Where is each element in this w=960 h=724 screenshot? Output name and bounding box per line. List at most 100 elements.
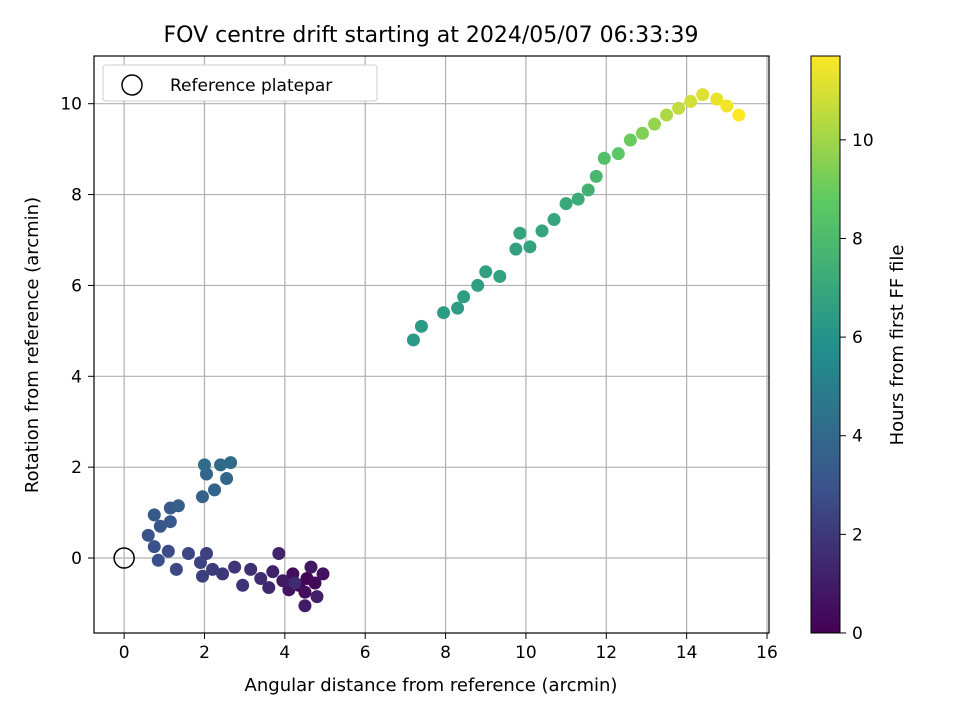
data-point — [171, 499, 185, 513]
data-point — [244, 562, 258, 576]
x-axis-ticks: 0 2 4 6 8 10 12 14 16 — [119, 633, 778, 663]
data-point — [214, 458, 228, 472]
data-point — [266, 565, 280, 579]
colorbar-ticks: 0 2 4 6 8 10 — [840, 131, 874, 644]
data-point — [228, 560, 242, 574]
x-tick-label: 4 — [279, 643, 290, 663]
data-point — [316, 567, 330, 581]
data-point — [635, 126, 649, 140]
colorbar-tick-label: 0 — [852, 624, 863, 644]
colorbar — [810, 55, 841, 634]
data-point — [684, 94, 698, 108]
legend-label: Reference platepar — [170, 76, 332, 96]
data-point — [216, 567, 230, 581]
data-point — [163, 515, 177, 529]
x-tick-label: 8 — [440, 643, 451, 663]
data-point — [236, 578, 250, 592]
y-tick-label: 10 — [60, 95, 82, 115]
data-point — [597, 151, 611, 165]
data-point — [451, 301, 465, 315]
legend-box — [102, 64, 378, 102]
legend-marker-icon — [121, 74, 143, 96]
data-point — [298, 599, 312, 613]
data-point — [732, 108, 746, 122]
data-point — [181, 546, 195, 560]
data-point — [208, 483, 222, 497]
data-point — [288, 576, 302, 590]
data-point — [720, 99, 734, 113]
data-point — [547, 213, 561, 227]
y-axis-ticks: 0 2 4 6 8 10 — [60, 95, 94, 569]
data-point — [493, 269, 507, 283]
data-point — [197, 458, 211, 472]
y-tick-label: 0 — [71, 549, 82, 569]
data-point — [151, 553, 165, 567]
y-tick-label: 2 — [71, 458, 82, 478]
colorbar-tick-label: 10 — [852, 131, 874, 151]
data-point — [272, 546, 286, 560]
data-point — [276, 574, 290, 588]
x-tick-label: 10 — [515, 643, 537, 663]
colorbar-tick-label: 8 — [852, 229, 863, 249]
data-point — [262, 581, 276, 595]
data-point — [147, 508, 161, 522]
grid — [94, 56, 769, 633]
data-point — [193, 556, 207, 570]
data-point — [571, 192, 585, 206]
colorbar-tick-label: 2 — [852, 525, 863, 545]
reference-platepar-marker — [113, 547, 135, 569]
x-tick-label: 16 — [756, 643, 778, 663]
data-point — [153, 519, 167, 533]
plot-frame — [93, 55, 770, 634]
legend: Reference platepar — [102, 64, 378, 102]
x-tick-label: 14 — [676, 643, 698, 663]
y-tick-label: 8 — [71, 186, 82, 206]
data-point — [406, 333, 420, 347]
data-point — [559, 197, 573, 211]
chart-title: FOV centre drift starting at 2024/05/07 … — [164, 23, 699, 48]
data-point — [509, 242, 523, 256]
data-point — [304, 560, 318, 574]
data-point — [437, 306, 451, 320]
data-point — [523, 240, 537, 254]
x-tick-label: 6 — [360, 643, 371, 663]
x-tick-label: 12 — [595, 643, 617, 663]
y-tick-label: 4 — [71, 367, 82, 387]
data-point — [414, 319, 428, 333]
data-point — [147, 540, 161, 554]
data-point — [169, 562, 183, 576]
colorbar-label: Hours from first FF file — [887, 245, 908, 446]
data-point — [696, 88, 710, 102]
data-point — [479, 265, 493, 279]
data-point — [220, 472, 234, 486]
data-point — [581, 183, 595, 197]
data-point — [611, 147, 625, 161]
data-point — [623, 133, 637, 147]
data-point — [195, 569, 209, 583]
data-point — [589, 169, 603, 183]
data-point — [535, 224, 549, 238]
data-point — [161, 544, 175, 558]
x-tick-label: 2 — [199, 643, 210, 663]
data-point — [298, 585, 312, 599]
x-axis-label: Angular distance from reference (arcmin) — [245, 675, 618, 696]
data-point — [195, 490, 209, 504]
data-point — [141, 528, 155, 542]
data-point — [310, 590, 324, 604]
data-point — [206, 562, 220, 576]
x-tick-label: 0 — [119, 643, 130, 663]
data-points — [141, 88, 746, 613]
data-point — [647, 117, 661, 131]
data-point — [224, 456, 238, 470]
data-point — [513, 226, 527, 240]
data-point — [471, 278, 485, 292]
data-point — [254, 571, 268, 585]
colorbar-tick-label: 6 — [852, 328, 863, 348]
data-point — [660, 108, 674, 122]
y-tick-label: 6 — [71, 276, 82, 296]
data-point — [710, 92, 724, 106]
data-point — [672, 101, 686, 115]
data-point — [457, 290, 471, 304]
colorbar-tick-label: 4 — [852, 427, 863, 447]
